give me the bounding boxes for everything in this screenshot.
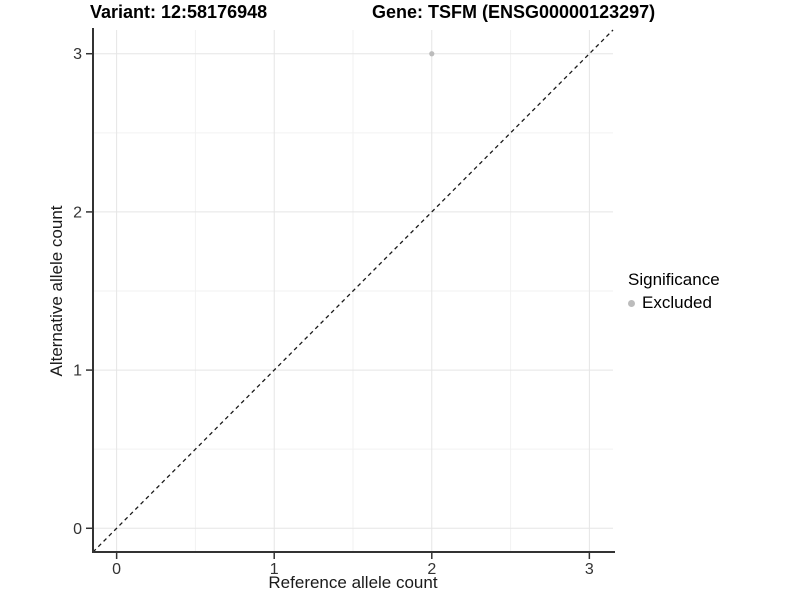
y-tick-label: 0 <box>73 521 82 538</box>
y-tick-label: 1 <box>73 363 82 380</box>
legend: Significance Excluded <box>628 270 720 313</box>
y-tick-label: 3 <box>73 46 82 63</box>
legend-item-excluded: Excluded <box>628 293 720 313</box>
plot-title-variant: Variant: 12:58176948 <box>90 2 268 22</box>
x-tick-label: 0 <box>112 561 121 578</box>
x-tick-label: 3 <box>585 561 594 578</box>
x-axis-label: Reference allele count <box>268 573 438 592</box>
identity-reference-line <box>92 29 614 553</box>
x-tick-label: 1 <box>270 561 279 578</box>
plot-title-gene: Gene: TSFM (ENSG00000123297) <box>372 2 656 22</box>
x-tick-label: 2 <box>427 561 436 578</box>
data-point-excluded <box>429 51 435 57</box>
y-axis-label: Alternative allele count <box>47 205 66 377</box>
legend-point-icon <box>628 299 635 307</box>
legend-item-label: Excluded <box>642 293 712 312</box>
y-tick-label: 2 <box>73 204 82 221</box>
legend-title: Significance <box>628 270 720 289</box>
